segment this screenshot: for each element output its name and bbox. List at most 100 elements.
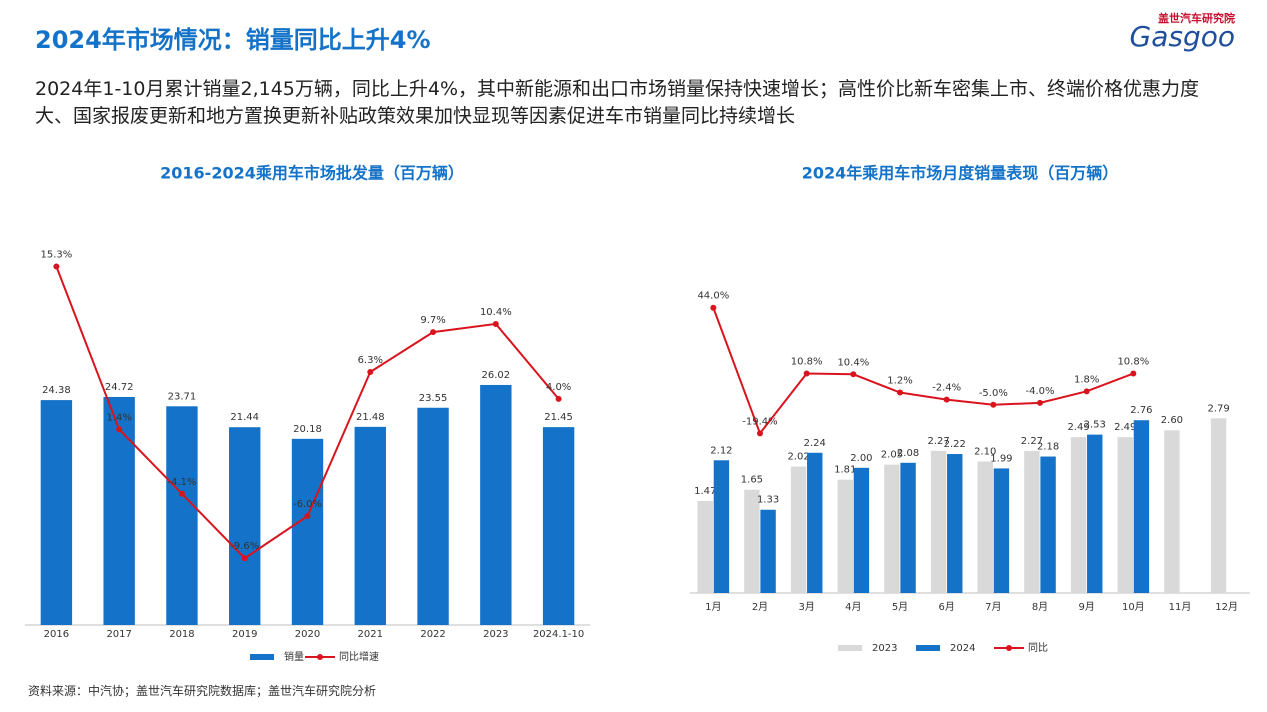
- line-label: 1.8%: [1074, 374, 1099, 385]
- data-label: 24.38: [42, 385, 71, 396]
- data-label: 2.27: [927, 436, 949, 447]
- bar: [697, 500, 713, 593]
- line-label: -6.0%: [293, 499, 322, 510]
- bar: [354, 426, 386, 625]
- bar: [1210, 418, 1227, 593]
- bar: [417, 407, 449, 625]
- line-marker: [241, 555, 248, 562]
- legend-swatch: [838, 645, 862, 651]
- data-label: 2.22: [944, 439, 966, 450]
- bar: [1024, 450, 1040, 593]
- data-label: 21.48: [356, 412, 385, 423]
- bar: [760, 509, 776, 593]
- bar: [900, 462, 916, 593]
- bar: [291, 438, 324, 625]
- data-label: 2.49: [1067, 422, 1089, 433]
- data-label: 23.55: [419, 393, 448, 404]
- bar: [1040, 456, 1056, 593]
- line-marker: [897, 389, 903, 396]
- line-marker: [1037, 399, 1043, 406]
- legend-label: 2024: [950, 643, 975, 654]
- line-marker: [367, 368, 374, 375]
- data-label: 2.27: [1021, 436, 1043, 447]
- x-tick-label: 2017: [106, 629, 131, 640]
- line-label: -4.1%: [167, 477, 196, 488]
- line-marker: [943, 396, 950, 403]
- line-label: 10.8%: [791, 357, 823, 368]
- line-marker: [990, 401, 997, 408]
- data-label: 1.81: [834, 465, 856, 476]
- data-label: 2.53: [1084, 420, 1106, 431]
- description: 2024年1-10月累计销量2,145万辆，同比上升4%，其中新能源和出口市场销…: [35, 78, 1200, 127]
- x-tick-label: 12月: [1215, 601, 1238, 613]
- logo-en: Gasgoo: [1129, 20, 1235, 53]
- line-marker: [178, 490, 185, 497]
- chart-title: 2024年乘用车市场月度销量表现（百万辆）: [802, 164, 1119, 183]
- x-tick-label: 2019: [232, 629, 257, 640]
- bar: [713, 460, 730, 593]
- x-tick-label: 10月: [1122, 601, 1145, 613]
- line-label: 4.0%: [546, 382, 571, 393]
- line-label: 1.2%: [887, 376, 912, 387]
- line: [712, 307, 1134, 436]
- source: 资料来源：中汽协；盖世汽车研究院数据库；盖世汽车研究院分析: [28, 684, 377, 698]
- data-label: 2.60: [1161, 415, 1183, 426]
- data-label: 2.18: [1037, 442, 1059, 453]
- data-label: 1.47: [694, 486, 716, 497]
- bar: [930, 450, 947, 593]
- bar: [103, 396, 135, 625]
- data-label: 2.49: [1114, 422, 1136, 433]
- bar: [744, 489, 760, 593]
- bar: [790, 466, 807, 593]
- data-label: 21.44: [230, 412, 259, 423]
- line-label: -4.0%: [1025, 386, 1054, 397]
- line-label: -19.4%: [742, 416, 777, 427]
- data-label: 2.24: [804, 438, 826, 449]
- bar: [542, 427, 575, 625]
- x-tick-label: 3月: [798, 601, 814, 613]
- x-tick-label: 11月: [1169, 601, 1192, 613]
- x-tick-label: 2020: [295, 629, 320, 640]
- line-label: 1.4%: [106, 412, 131, 423]
- bar: [229, 427, 261, 625]
- legend-marker: [1006, 645, 1012, 651]
- line-label: 10.8%: [1117, 357, 1149, 368]
- line-label: -9.6%: [230, 541, 259, 552]
- data-label: 2.10: [974, 447, 996, 458]
- line-marker: [757, 430, 763, 437]
- legend-marker: [317, 654, 323, 660]
- line-marker: [304, 513, 311, 520]
- line-marker: [710, 304, 717, 311]
- line-label: 9.7%: [420, 315, 445, 326]
- chart-title: 2016-2024乘用车市场批发量（百万辆）: [160, 164, 464, 183]
- legend-label: 2023: [872, 643, 897, 654]
- data-label: 1.33: [757, 495, 779, 506]
- line-label: 6.3%: [358, 355, 383, 366]
- data-label: 2.02: [787, 452, 809, 463]
- line-marker: [53, 263, 60, 270]
- line-label: -2.4%: [932, 383, 961, 394]
- line-label: 10.4%: [837, 357, 869, 368]
- data-label: 26.02: [482, 370, 511, 381]
- slide-title: 2024年市场情况：销量同比上升4%: [35, 26, 431, 54]
- x-tick-label: 2021: [358, 629, 383, 640]
- bar: [993, 468, 1010, 593]
- data-label: 2.00: [850, 453, 872, 464]
- line-label: -5.0%: [979, 388, 1008, 399]
- x-tick-label: 2月: [752, 601, 768, 613]
- data-label: 24.72: [105, 382, 134, 393]
- line-marker: [1130, 370, 1137, 377]
- bar: [977, 461, 993, 593]
- x-tick-label: 6月: [938, 601, 954, 613]
- bar: [1070, 437, 1087, 593]
- bar: [166, 406, 198, 625]
- bar: [480, 384, 512, 625]
- bar: [1133, 420, 1150, 593]
- x-tick-label: 2024.1-10: [533, 629, 584, 640]
- bar: [40, 400, 73, 625]
- x-tick-label: 5月: [892, 601, 908, 613]
- legend-label: 销量: [284, 650, 304, 663]
- data-label: 2.05: [881, 450, 903, 461]
